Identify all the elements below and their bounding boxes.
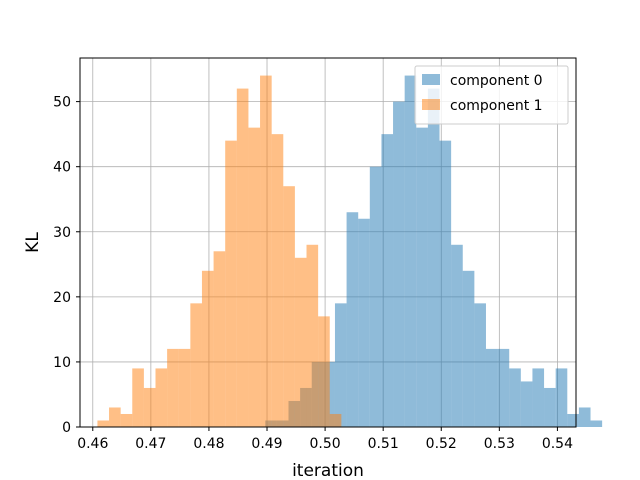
bar-series-1-bin-10 bbox=[213, 251, 226, 427]
axis-ticks: 0.46 0.47 0.48 0.49 0.50 0.51 0.52 0.53 0.54 0 10 2… bbox=[53, 95, 573, 452]
bar-series-1-bin-11 bbox=[225, 140, 237, 427]
bar-series-1-bin-13 bbox=[248, 127, 261, 427]
x-tick-label: 0.49 bbox=[251, 436, 282, 452]
bar-series-1-bin-15 bbox=[271, 134, 284, 427]
bar-series-0-bin-14 bbox=[427, 88, 440, 427]
bar-series-0-bin-19 bbox=[485, 348, 498, 427]
legend-label-0: component 0 bbox=[450, 73, 543, 89]
y-tick-label: 40 bbox=[53, 160, 71, 176]
bar-series-1-bin-1 bbox=[109, 407, 121, 427]
y-tick-label: 50 bbox=[53, 95, 71, 111]
bar-series-0-bin-15 bbox=[439, 140, 452, 427]
bar-series-1-bin-14 bbox=[260, 75, 272, 428]
y-tick-label: 30 bbox=[53, 225, 71, 241]
bar-series-0-bin-17 bbox=[462, 270, 475, 427]
y-tick-label: 10 bbox=[53, 355, 71, 371]
bar-series-1-bin-7 bbox=[178, 348, 191, 427]
x-axis-label: iteration bbox=[292, 461, 364, 480]
legend-label-1: component 1 bbox=[450, 98, 543, 114]
bar-series-1-bin-3 bbox=[132, 368, 144, 427]
y-tick-label: 20 bbox=[53, 290, 71, 306]
bar-series-1-bin-16 bbox=[283, 186, 295, 427]
bar-series-0-bin-25 bbox=[555, 368, 568, 427]
x-tick-label: 0.54 bbox=[542, 436, 573, 452]
legend: component 0 component 1 bbox=[414, 65, 569, 125]
bar-series-0-bin-10 bbox=[381, 134, 394, 427]
bar-series-0-bin-24 bbox=[544, 387, 556, 427]
x-tick-label: 0.46 bbox=[77, 436, 108, 452]
bar-series-1-bin-2 bbox=[120, 413, 133, 427]
y-axis-label: KL bbox=[23, 232, 43, 253]
bar-series-1-bin-12 bbox=[236, 88, 249, 427]
legend-box bbox=[414, 65, 569, 125]
bar-series-0-bin-7 bbox=[346, 212, 359, 427]
bar-series-0-bin-12 bbox=[404, 75, 417, 428]
legend-swatch-1 bbox=[422, 99, 440, 110]
x-tick-label: 0.51 bbox=[368, 436, 399, 452]
bar-series-0-bin-18 bbox=[474, 303, 486, 427]
bar-series-0-bin-16 bbox=[451, 244, 463, 427]
bar-series-0-bin-21 bbox=[509, 368, 521, 427]
bar-series-0-bin-26 bbox=[567, 413, 579, 427]
x-tick-label: 0.50 bbox=[310, 436, 341, 452]
bar-series-1-bin-20 bbox=[329, 413, 342, 427]
bar-series-0-bin-13 bbox=[416, 127, 428, 427]
bar-series-1-bin-8 bbox=[190, 303, 202, 427]
bar-series-0-bin-20 bbox=[497, 348, 510, 427]
bar-series-1-bin-19 bbox=[318, 316, 330, 427]
x-tick-label: 0.47 bbox=[135, 436, 166, 452]
bar-series-0-bin-11 bbox=[393, 101, 405, 427]
bar-series-0-bin-8 bbox=[358, 218, 370, 427]
histogram-bars bbox=[97, 75, 603, 428]
bar-series-1-bin-0 bbox=[97, 420, 110, 427]
bar-series-1-bin-18 bbox=[306, 244, 319, 427]
bar-series-1-bin-6 bbox=[167, 348, 179, 427]
bar-series-0-bin-6 bbox=[334, 303, 347, 427]
x-tick-label: 0.53 bbox=[484, 436, 515, 452]
x-tick-label: 0.48 bbox=[193, 436, 224, 452]
bar-series-0-bin-22 bbox=[520, 381, 533, 427]
bar-series-0-bin-28 bbox=[590, 420, 603, 427]
legend-swatch-0 bbox=[422, 74, 440, 85]
bar-series-1-bin-5 bbox=[155, 368, 168, 427]
y-tick-label: 0 bbox=[62, 420, 71, 436]
bar-series-1-bin-17 bbox=[294, 257, 307, 427]
x-tick-label: 0.52 bbox=[426, 436, 457, 452]
plot-area-frame bbox=[79, 57, 577, 428]
bar-series-0-bin-9 bbox=[369, 166, 382, 427]
bar-series-0-bin-23 bbox=[532, 368, 545, 427]
bar-series-1-bin-4 bbox=[143, 387, 156, 427]
bar-series-0-bin-27 bbox=[578, 407, 591, 427]
bar-series-1-bin-9 bbox=[201, 270, 214, 427]
